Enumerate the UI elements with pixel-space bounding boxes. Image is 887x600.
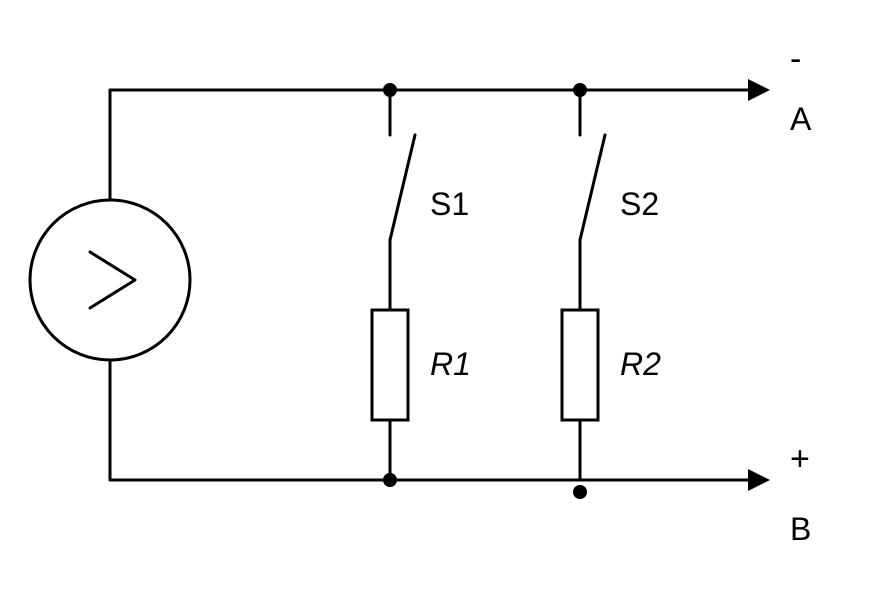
label-terminal-b-sign: +	[790, 440, 810, 478]
label-resistor-1: R1	[430, 346, 471, 382]
label-resistor-2: R2	[620, 346, 661, 382]
circuit-diagram: S1 S2 R1 R2 - A + B	[0, 0, 887, 600]
label-switch-2: S2	[620, 186, 659, 222]
label-switch-1: S1	[430, 186, 469, 222]
source-symbol	[30, 200, 190, 360]
label-terminal-b: B	[790, 511, 811, 547]
label-terminal-a-sign: -	[790, 40, 801, 78]
label-terminal-a: A	[790, 101, 812, 137]
